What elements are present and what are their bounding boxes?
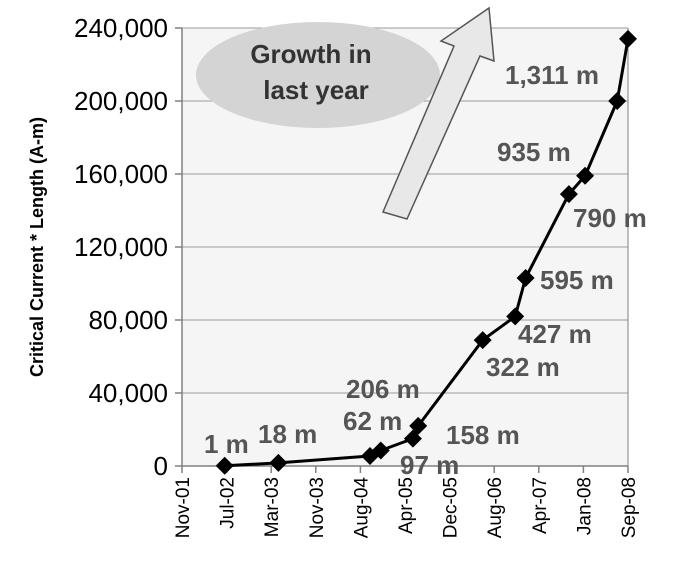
y-tick-label: 80,000: [88, 305, 168, 335]
x-tick-label: Jul-02: [218, 477, 239, 529]
x-tick-label: Dec-05: [441, 477, 462, 538]
data-label-790m: 790 m: [573, 203, 647, 233]
y-tick-label: 160,000: [74, 159, 168, 189]
x-tick-label: Mar-03: [262, 477, 283, 537]
x-tick-label: Apr-07: [530, 477, 551, 534]
x-axis-ticks: Nov-01 Jul-02 Mar-03 Nov-03 Aug-04 Apr-05 Dec-…: [173, 466, 640, 538]
data-point: [516, 269, 535, 287]
data-point: [403, 429, 422, 448]
data-label-1311m: 1,311 m: [505, 60, 599, 90]
data-point: [576, 166, 595, 185]
x-tick-label: Apr-05: [396, 477, 417, 534]
callout-line2: last year: [263, 75, 369, 105]
data-point: [473, 331, 492, 350]
data-label-595m: 595 m: [540, 265, 614, 295]
data-point: [608, 92, 627, 110]
data-label-206m: 206 m: [346, 374, 420, 404]
series-group: [215, 29, 637, 475]
data-point: [619, 29, 637, 48]
data-label-62m: 62 m: [343, 406, 402, 436]
callout-ellipse: [196, 22, 440, 128]
x-tick-label: Nov-03: [307, 477, 328, 538]
y-tick-label: 40,000: [88, 378, 168, 408]
data-label-935m: 935 m: [497, 137, 571, 167]
x-tick-label: Nov-01: [173, 477, 194, 538]
data-label-158m: 158 m: [446, 420, 520, 450]
data-point: [215, 456, 234, 475]
data-point: [371, 441, 390, 460]
data-label-18m: 18 m: [258, 419, 317, 449]
y-tick-label: 240,000: [74, 13, 168, 43]
data-point: [409, 416, 428, 435]
data-point: [269, 453, 288, 472]
y-tick-label: 120,000: [74, 232, 168, 262]
x-tick-label: Jan-08: [574, 477, 595, 535]
x-tick-label: Aug-06: [485, 477, 506, 538]
growth-arrow: [381, 6, 495, 220]
data-label-97m: 97 m: [400, 450, 459, 480]
data-point: [506, 307, 525, 326]
growth-callout: Growth in last year: [196, 6, 495, 220]
data-labels: 1 m 18 m 62 m 206 m 97 m 158 m 322 m 427…: [204, 60, 647, 480]
data-point: [559, 185, 578, 204]
y-tick-label: 200,000: [74, 86, 168, 116]
data-label-322m: 322 m: [486, 352, 560, 382]
data-label-427m: 427 m: [518, 319, 592, 349]
x-tick-label: Aug-04: [351, 477, 372, 539]
y-tick-label: 0: [154, 451, 168, 481]
y-axis-label: Critical Current * Length (A-m): [27, 117, 47, 377]
callout-line1: Growth in: [250, 39, 371, 69]
data-label-1m: 1 m: [204, 429, 249, 459]
x-tick-label: Sep-08: [619, 477, 640, 538]
y-axis-ticks: 0 40,000 80,000 120,000 160,000 200,000 240,00…: [74, 13, 182, 481]
